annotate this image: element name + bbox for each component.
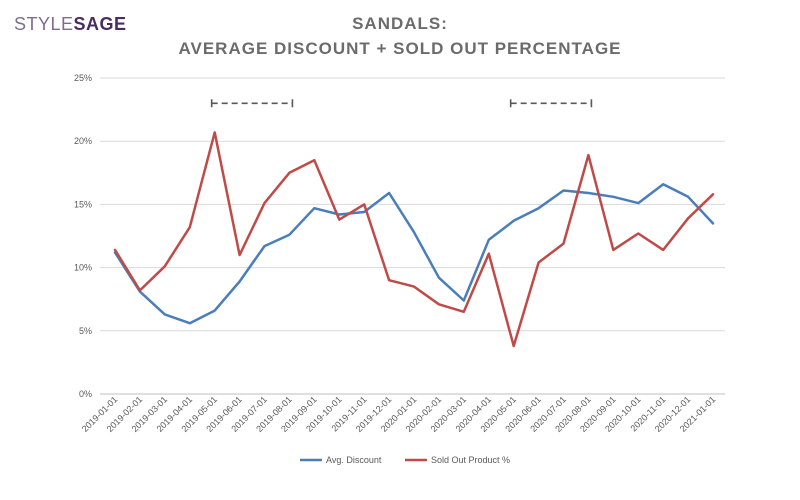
- chart-title: SANDALS:: [352, 14, 448, 33]
- legend-label: Avg. Discount: [326, 455, 382, 465]
- legend-label: Sold Out Product %: [431, 455, 510, 465]
- series-line-avg-discount: [113, 182, 715, 325]
- chart-subtitle: AVERAGE DISCOUNT + SOLD OUT PERCENTAGE: [178, 39, 622, 58]
- dashed-bracket-annotation: [509, 99, 593, 108]
- stylesage-logo: STYLESAGE: [14, 14, 127, 35]
- y-tick-label: 5%: [79, 326, 92, 336]
- series-line-sold-out: [113, 131, 715, 348]
- y-tick-label: 25%: [74, 73, 92, 83]
- y-tick-label: 0%: [79, 389, 92, 399]
- y-tick-label: 20%: [74, 136, 92, 146]
- logo-part-style: STYLE: [14, 14, 74, 34]
- y-tick-label: 10%: [74, 263, 92, 273]
- y-tick-label: 15%: [74, 199, 92, 209]
- logo-part-sage: SAGE: [73, 14, 127, 34]
- dashed-bracket-annotation: [210, 99, 294, 108]
